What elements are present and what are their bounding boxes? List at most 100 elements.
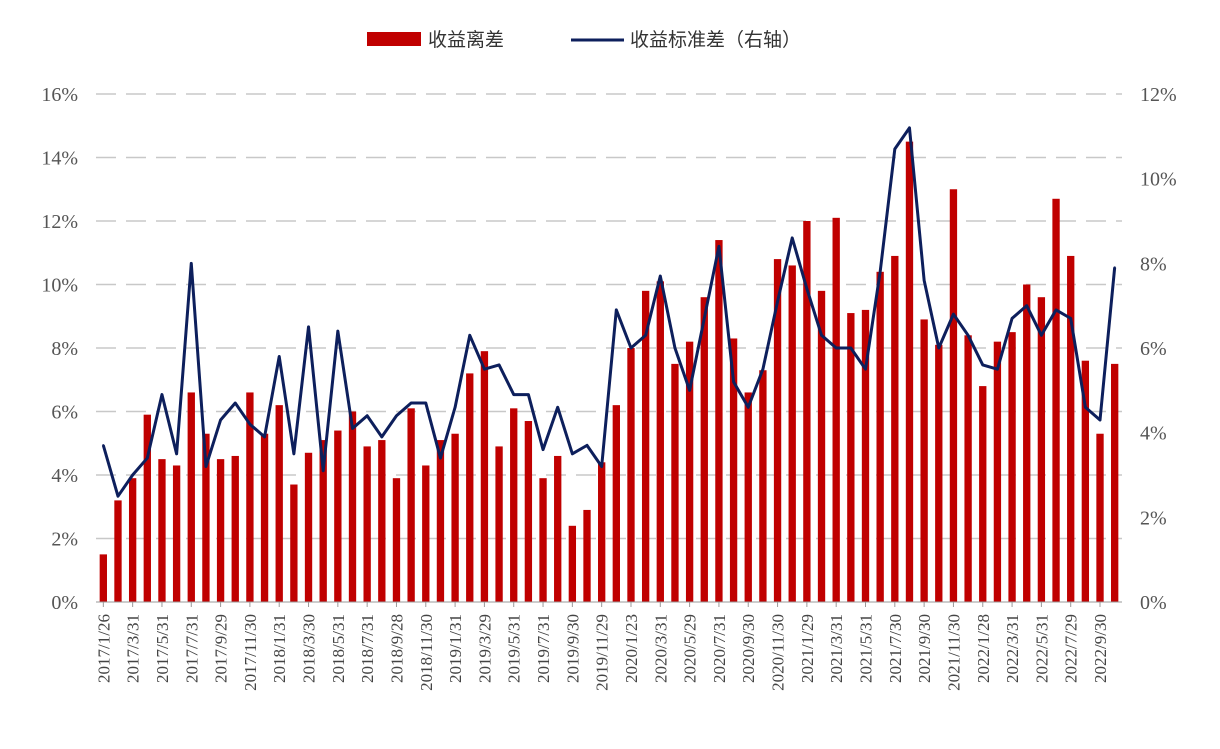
bar	[715, 240, 723, 603]
bar	[275, 405, 283, 602]
line-point	[1069, 317, 1072, 320]
bar	[979, 386, 987, 602]
bar	[216, 459, 225, 603]
line-point	[791, 236, 794, 240]
legend-bar-label: 收益离差	[428, 29, 504, 51]
y-axis-left: 0% 2% 4% 6% 8% 10% 12% 14% 16%	[41, 84, 78, 614]
x-tick-label: 2022/5/31	[1032, 614, 1051, 683]
line-point	[497, 363, 501, 367]
x-tick-label: 2019/9/30	[563, 614, 582, 683]
y-left-tick-label: 2%	[51, 529, 78, 551]
line-point	[1025, 304, 1028, 307]
bar	[290, 484, 298, 602]
line-series	[101, 126, 1117, 498]
line-point	[453, 406, 457, 409]
x-tick-label: 2018/1/31	[270, 614, 289, 683]
y-right-tick-label: 10%	[1140, 169, 1177, 191]
line-point	[468, 334, 471, 337]
bar	[773, 259, 782, 602]
y-left-tick-label: 10%	[41, 275, 78, 297]
bar	[949, 189, 958, 602]
x-tick-label: 2022/1/28	[974, 614, 993, 683]
y-right-tick-label: 6%	[1140, 338, 1167, 360]
line-point	[395, 414, 398, 417]
bar	[700, 297, 708, 602]
bar	[598, 462, 606, 602]
y-right-tick-label: 2%	[1140, 507, 1167, 529]
bar	[876, 271, 884, 602]
bar	[304, 452, 313, 602]
x-tick-label: 2018/3/30	[300, 614, 319, 683]
bar	[993, 341, 1002, 602]
bar	[861, 309, 870, 602]
line-point	[688, 389, 691, 392]
line-point	[878, 270, 882, 273]
bar	[1111, 363, 1119, 603]
bar	[612, 405, 620, 602]
bar	[510, 408, 518, 602]
bar	[334, 430, 342, 602]
line-point	[996, 367, 999, 371]
bar	[319, 440, 327, 602]
line-point	[732, 380, 735, 384]
bar	[1067, 255, 1075, 602]
line-point	[1113, 266, 1116, 269]
bar	[495, 446, 503, 602]
y-right-tick-label: 0%	[1140, 592, 1167, 614]
line-point	[864, 367, 867, 371]
line-point	[439, 456, 442, 460]
bar	[1052, 198, 1060, 602]
line-point	[1040, 334, 1043, 337]
bar	[466, 373, 474, 602]
bar	[143, 414, 151, 602]
x-tick-label: 2019/3/29	[475, 614, 494, 683]
line-point	[146, 456, 149, 460]
line-point	[893, 147, 897, 151]
bar-series	[99, 141, 1119, 603]
x-tick-label: 2021/9/30	[915, 614, 934, 683]
line-point	[820, 334, 823, 337]
bar	[671, 363, 679, 603]
line-point	[248, 423, 252, 426]
line-point	[365, 414, 369, 417]
bar	[759, 370, 767, 602]
y-left-tick-label: 16%	[41, 84, 78, 106]
bar	[891, 255, 899, 602]
line-point	[278, 355, 281, 358]
y-left-tick-label: 12%	[41, 211, 78, 233]
x-tick-label: 2021/1/29	[798, 614, 817, 683]
bar	[583, 509, 591, 602]
bar	[788, 265, 796, 602]
x-tick-label: 2022/9/30	[1091, 614, 1110, 683]
bar	[1023, 284, 1031, 602]
bar	[554, 455, 562, 602]
legend-bar-swatch	[367, 32, 421, 46]
bar	[202, 433, 210, 602]
x-tick-label: 2021/7/30	[886, 614, 905, 683]
line-point	[175, 452, 178, 456]
line-point	[571, 452, 574, 456]
y-right-tick-label: 4%	[1140, 423, 1167, 445]
line-point	[263, 435, 266, 439]
x-tick-label: 2021/5/31	[857, 614, 876, 683]
bar	[422, 465, 430, 602]
legend: 收益离差 收益标准差（右轴）	[367, 29, 801, 51]
x-tick-label: 2018/9/28	[387, 614, 406, 683]
line-point	[600, 465, 603, 468]
line-point	[585, 444, 589, 447]
bar	[685, 341, 694, 602]
bar	[905, 141, 914, 603]
bar	[1081, 360, 1090, 602]
line-point	[556, 406, 559, 409]
line-point	[541, 448, 545, 451]
line-point	[644, 334, 647, 337]
line-point	[615, 308, 618, 312]
line-point	[805, 287, 809, 290]
line-point	[849, 346, 853, 350]
bar	[744, 392, 752, 602]
x-tick-label: 2017/3/31	[124, 614, 143, 683]
bar	[99, 554, 107, 603]
x-tick-label: 2017/5/31	[153, 614, 172, 683]
x-tick-label: 2021/11/30	[944, 614, 963, 691]
